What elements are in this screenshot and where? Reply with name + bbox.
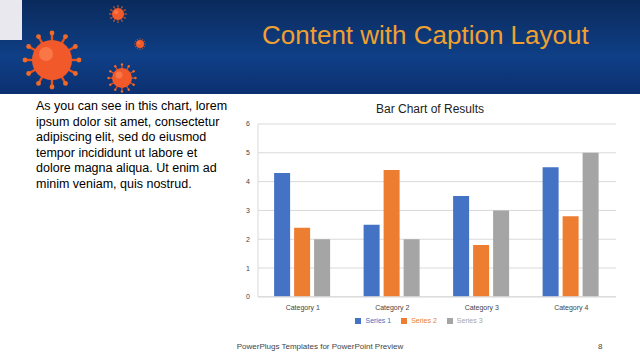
svg-text:Category 4: Category 4 — [554, 304, 588, 312]
svg-text:5: 5 — [246, 149, 250, 156]
svg-text:Category 3: Category 3 — [465, 304, 499, 312]
svg-text:3: 3 — [246, 207, 250, 214]
html-text:8: 8 — [598, 342, 603, 351]
svg-text:2: 2 — [246, 236, 250, 243]
svg-text:4: 4 — [246, 178, 250, 185]
svg-text:0: 0 — [246, 293, 250, 300]
html-text:Bar Chart of Results: Bar Chart of Results — [376, 102, 484, 116]
html-text:Content with Caption Layout: Content with Caption Layout — [262, 20, 589, 50]
html-text:As you can see in this chart,: As you can see in this chart, lorem ipsu… — [36, 99, 228, 191]
html-text:Series 2: Series 2 — [411, 316, 437, 324]
html-text:PowerPlugs Templates for Power: PowerPlugs Templates for PowerPoint Prev… — [236, 342, 404, 351]
svg-text:6: 6 — [246, 120, 250, 127]
html-text:Series 3: Series 3 — [456, 316, 483, 324]
svg-text:1: 1 — [246, 265, 250, 272]
svg-text:Category 2: Category 2 — [375, 304, 409, 312]
svg-text:Category 1: Category 1 — [286, 304, 320, 312]
html-text:Series 1: Series 1 — [365, 316, 392, 324]
